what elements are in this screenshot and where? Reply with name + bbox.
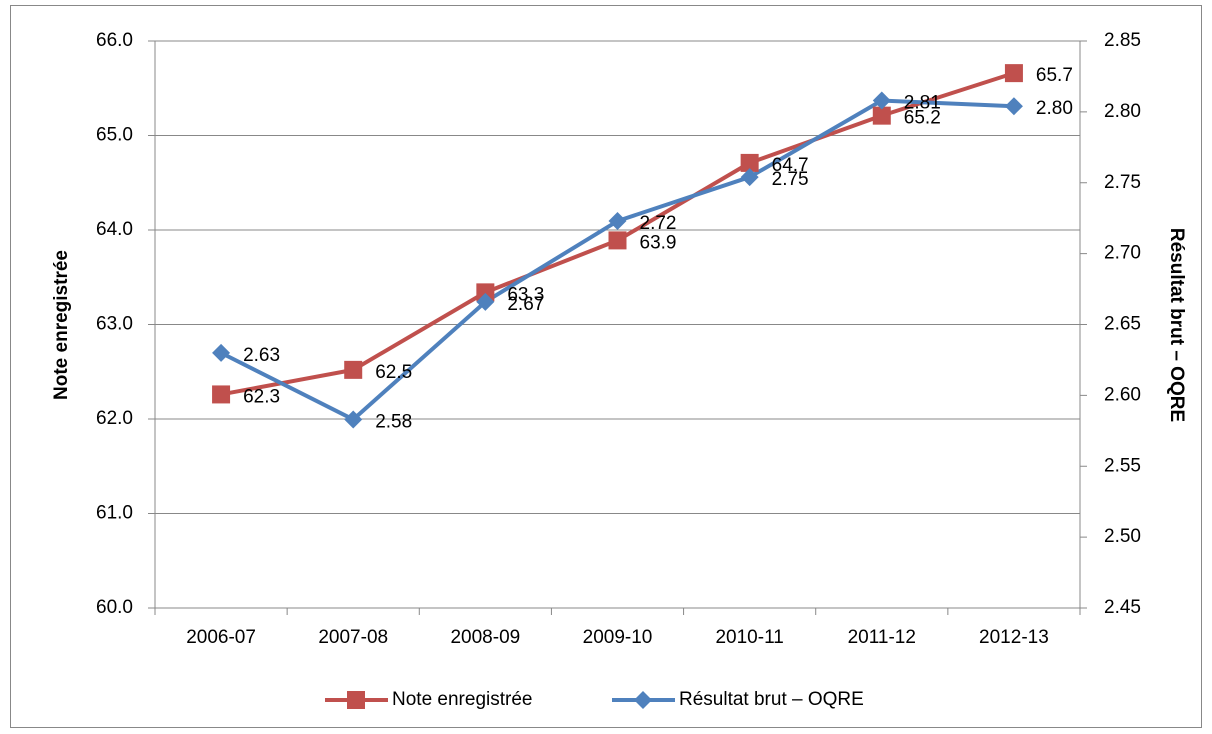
- data-point: [872, 106, 891, 125]
- data-label: 2.58: [375, 411, 412, 432]
- data-label: 2.80: [1036, 98, 1073, 119]
- x-tick-label: 2010-11: [715, 627, 783, 648]
- data-point: [740, 153, 759, 172]
- y-tick-label: 61.0: [96, 503, 133, 524]
- y-tick-label: 62.0: [96, 408, 133, 429]
- y-tick-label: 63.0: [96, 314, 133, 335]
- data-point: [212, 385, 231, 404]
- data-label: 2.63: [243, 345, 280, 366]
- x-tick-label: 2011-12: [848, 627, 916, 648]
- y2-tick-label: 2.60: [1104, 384, 1141, 405]
- x-tick-label: 2012-13: [979, 627, 1049, 648]
- data-point: [608, 231, 627, 250]
- y-tick-label: 65.0: [96, 125, 133, 146]
- legend-label: Note enregistrée: [392, 689, 532, 710]
- y-axis-title: Note enregistrée: [51, 250, 72, 400]
- y-tick-label: 60.0: [96, 597, 133, 618]
- legend-marker: [634, 691, 652, 709]
- data-label: 2.75: [772, 169, 809, 190]
- y2-tick-label: 2.65: [1104, 314, 1141, 335]
- data-label: 2.72: [640, 213, 677, 234]
- data-label: 2.67: [507, 294, 544, 315]
- data-label: 62.3: [243, 386, 280, 407]
- y-tick-label: 64.0: [96, 219, 133, 240]
- y2-tick-label: 2.85: [1104, 30, 1141, 51]
- x-tick-label: 2008-09: [450, 627, 520, 648]
- data-point: [872, 91, 891, 110]
- data-point: [476, 292, 495, 311]
- data-label: 2.81: [904, 93, 941, 114]
- y-tick-label: 66.0: [96, 30, 133, 51]
- data-point: [740, 168, 759, 187]
- data-point: [476, 283, 495, 302]
- x-tick-label: 2009-10: [583, 627, 653, 648]
- data-label: 64.7: [772, 155, 809, 176]
- y2-tick-label: 2.70: [1104, 243, 1141, 264]
- data-label: 63.3: [507, 284, 544, 305]
- x-tick-label: 2006-07: [186, 627, 256, 648]
- data-point: [212, 343, 231, 362]
- x-tick-label: 2007-08: [318, 627, 388, 648]
- y2-tick-label: 2.45: [1104, 597, 1141, 618]
- chart-border: [10, 5, 1202, 728]
- data-point: [344, 410, 363, 429]
- y2-tick-label: 2.50: [1104, 526, 1141, 547]
- y2-tick-label: 2.80: [1104, 101, 1141, 122]
- data-point: [1004, 64, 1023, 83]
- data-point: [1004, 97, 1023, 116]
- data-label: 62.5: [375, 362, 412, 383]
- y2-tick-label: 2.75: [1104, 172, 1141, 193]
- y2-tick-label: 2.55: [1104, 455, 1141, 476]
- data-point: [608, 212, 627, 231]
- y2-axis-title: Résultat brut – OQRE: [1166, 228, 1187, 422]
- data-label: 65.7: [1036, 65, 1073, 86]
- legend-marker: [347, 691, 365, 709]
- data-label: 65.2: [904, 108, 941, 129]
- data-label: 63.9: [640, 232, 677, 253]
- legend-label: Résultat brut – OQRE: [679, 689, 864, 710]
- data-point: [344, 360, 363, 379]
